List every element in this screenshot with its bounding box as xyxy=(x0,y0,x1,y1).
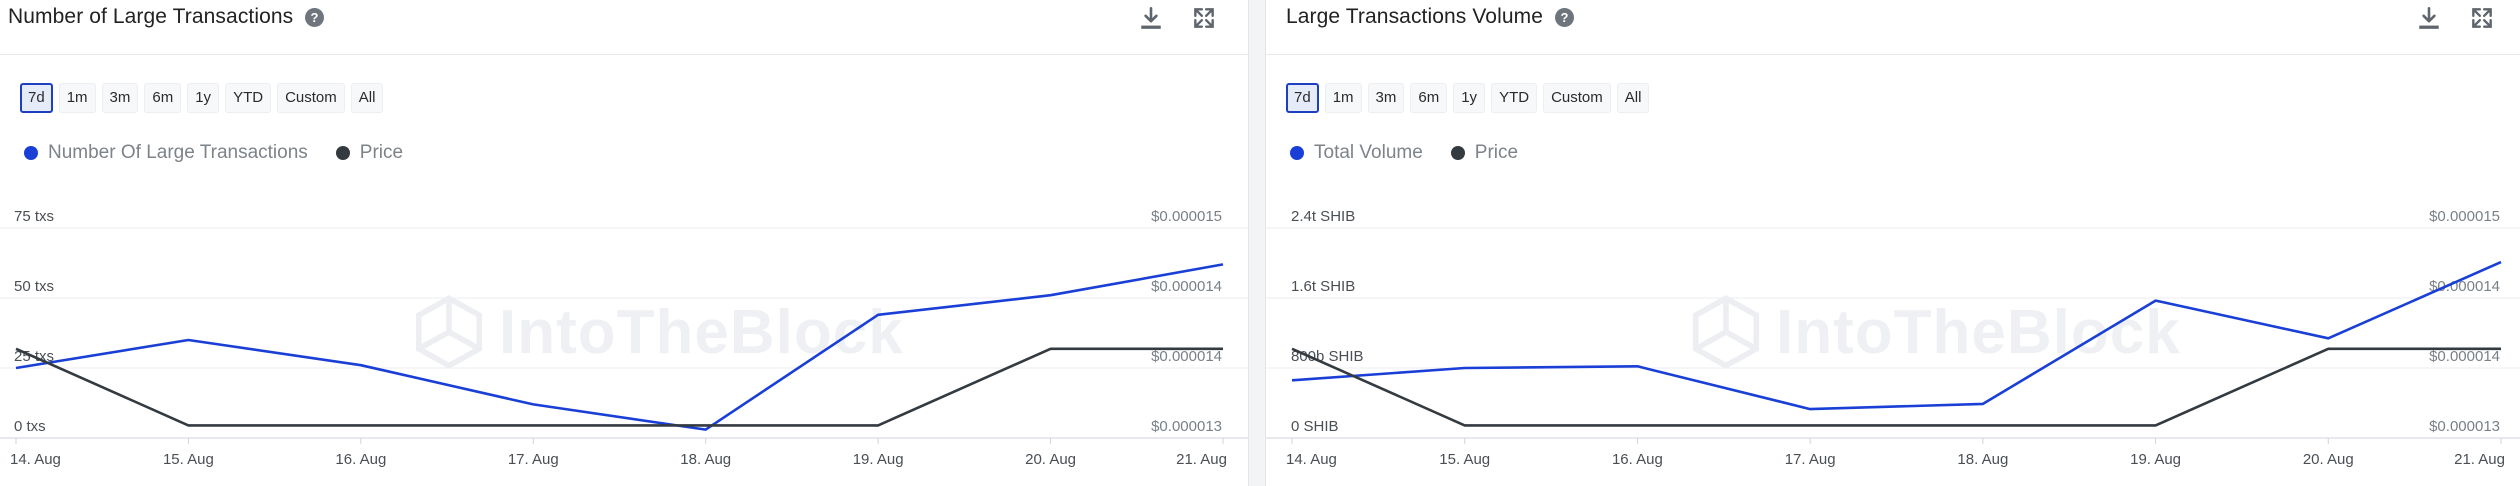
range-button-all[interactable]: All xyxy=(1616,83,1650,113)
range-button-3m[interactable]: 3m xyxy=(1367,83,1405,113)
series-line-price[interactable] xyxy=(1291,347,2501,427)
y-right-tick-label: $0.000013 xyxy=(2429,418,2500,435)
range-button-1y[interactable]: 1y xyxy=(187,83,220,113)
x-tick-label: 21. Aug xyxy=(2454,451,2505,468)
x-tick-label: 17. Aug xyxy=(508,451,559,468)
x-tick-label: 15. Aug xyxy=(1439,451,1490,468)
x-tick-label: 16. Aug xyxy=(335,451,386,468)
y-right-tick-label: $0.000013 xyxy=(1151,418,1222,435)
y-right-tick-label: $0.000014 xyxy=(1151,278,1222,295)
x-tick-label: 18. Aug xyxy=(1957,451,2008,468)
legend-dot-icon xyxy=(335,146,350,160)
chart-panel-volume: Large Transactions Volume ? 7d 1m 3m 6m 1y YT… xyxy=(1266,0,2520,486)
legend-item-primary[interactable]: Total Volume xyxy=(1290,142,1423,164)
legend-label: Price xyxy=(1474,142,1519,163)
time-range-selector: 7d 1m 3m 6m 1y YTD Custom All xyxy=(20,83,384,113)
y-left-tick-label: 2.4t SHIB xyxy=(1291,208,1355,225)
range-button-1m[interactable]: 1m xyxy=(58,83,96,113)
series-line-price[interactable] xyxy=(15,347,1223,427)
line-chart-volume: 0 SHIB $0.000013 800b SHIB $0.000014 1.6t SH… xyxy=(1266,208,2520,468)
help-circle-icon[interactable]: ? xyxy=(305,8,324,27)
panel-header: Number of Large Transactions ? xyxy=(0,0,1248,55)
chart-panel-transactions: Number of Large Transactions ? 7d 1m 3m 6m 1… xyxy=(0,0,1248,486)
y-left-tick-label: 1.6t SHIB xyxy=(1291,278,1355,295)
help-circle-icon[interactable]: ? xyxy=(1555,8,1574,27)
y-right-tick-label: $0.000014 xyxy=(1151,348,1222,365)
x-tick-label: 20. Aug xyxy=(2303,451,2354,468)
range-button-ytd[interactable]: YTD xyxy=(1491,83,1538,113)
legend-item-price[interactable]: Price xyxy=(335,142,404,164)
time-range-selector: 7d 1m 3m 6m 1y YTD Custom All xyxy=(1286,83,1650,113)
y-right-tick-label: $0.000014 xyxy=(2429,348,2500,365)
series-line-primary[interactable] xyxy=(1291,260,2502,411)
series-line-primary[interactable] xyxy=(15,263,1224,431)
y-right-tick-label: $0.000015 xyxy=(1151,208,1222,225)
x-tick-label: 19. Aug xyxy=(853,451,904,468)
chart-legend: Total Volume Price xyxy=(1290,142,1518,164)
range-button-7d[interactable]: 7d xyxy=(1286,83,1319,113)
range-button-1m[interactable]: 1m xyxy=(1324,83,1362,113)
chart-legend: Number Of Large Transactions Price xyxy=(24,142,403,164)
range-button-6m[interactable]: 6m xyxy=(144,83,182,113)
x-tick-label: 20. Aug xyxy=(1025,451,1076,468)
range-button-all[interactable]: All xyxy=(350,83,384,113)
legend-dot-icon xyxy=(24,146,38,160)
legend-dot-icon xyxy=(1290,146,1304,160)
legend-dot-icon xyxy=(1450,146,1465,160)
x-tick-label: 14. Aug xyxy=(1286,451,1337,468)
y-right-tick-label: $0.000015 xyxy=(2429,208,2500,225)
panel-title: Number of Large Transactions xyxy=(8,5,294,28)
y-left-tick-label: 50 txs xyxy=(14,278,54,295)
legend-label: Number Of Large Transactions xyxy=(48,142,308,163)
x-tick-label: 16. Aug xyxy=(1612,451,1663,468)
x-tick-label: 21. Aug xyxy=(1176,451,1227,468)
x-tick-label: 17. Aug xyxy=(1785,451,1836,468)
legend-item-price[interactable]: Price xyxy=(1450,142,1519,164)
x-tick-label: 19. Aug xyxy=(2130,451,2181,468)
x-tick-label: 14. Aug xyxy=(10,451,61,468)
expand-icon[interactable] xyxy=(2469,5,2495,31)
panel-title: Large Transactions Volume xyxy=(1286,5,1543,28)
legend-item-primary[interactable]: Number Of Large Transactions xyxy=(24,142,308,164)
range-button-custom[interactable]: Custom xyxy=(1543,83,1611,113)
y-right-tick-label: $0.000014 xyxy=(2429,278,2500,295)
panel-header: Large Transactions Volume ? xyxy=(1266,0,2520,55)
range-button-3m[interactable]: 3m xyxy=(101,83,139,113)
range-button-custom[interactable]: Custom xyxy=(277,83,345,113)
x-tick-label: 18. Aug xyxy=(680,451,731,468)
legend-label: Total Volume xyxy=(1314,142,1423,163)
range-button-6m[interactable]: 6m xyxy=(1410,83,1448,113)
y-left-tick-label: 800b SHIB xyxy=(1291,348,1364,365)
y-left-tick-label: 0 txs xyxy=(14,418,46,435)
y-left-tick-label: 75 txs xyxy=(14,208,54,225)
range-button-7d[interactable]: 7d xyxy=(20,83,53,113)
x-tick-label: 15. Aug xyxy=(163,451,214,468)
expand-icon[interactable] xyxy=(1191,5,1217,31)
download-icon[interactable] xyxy=(2416,5,2442,31)
download-icon[interactable] xyxy=(1138,5,1164,31)
panel-divider xyxy=(1248,0,1266,486)
range-button-1y[interactable]: 1y xyxy=(1453,83,1486,113)
range-button-ytd[interactable]: YTD xyxy=(225,83,272,113)
y-left-tick-label: 0 SHIB xyxy=(1291,418,1339,435)
legend-label: Price xyxy=(359,142,404,163)
